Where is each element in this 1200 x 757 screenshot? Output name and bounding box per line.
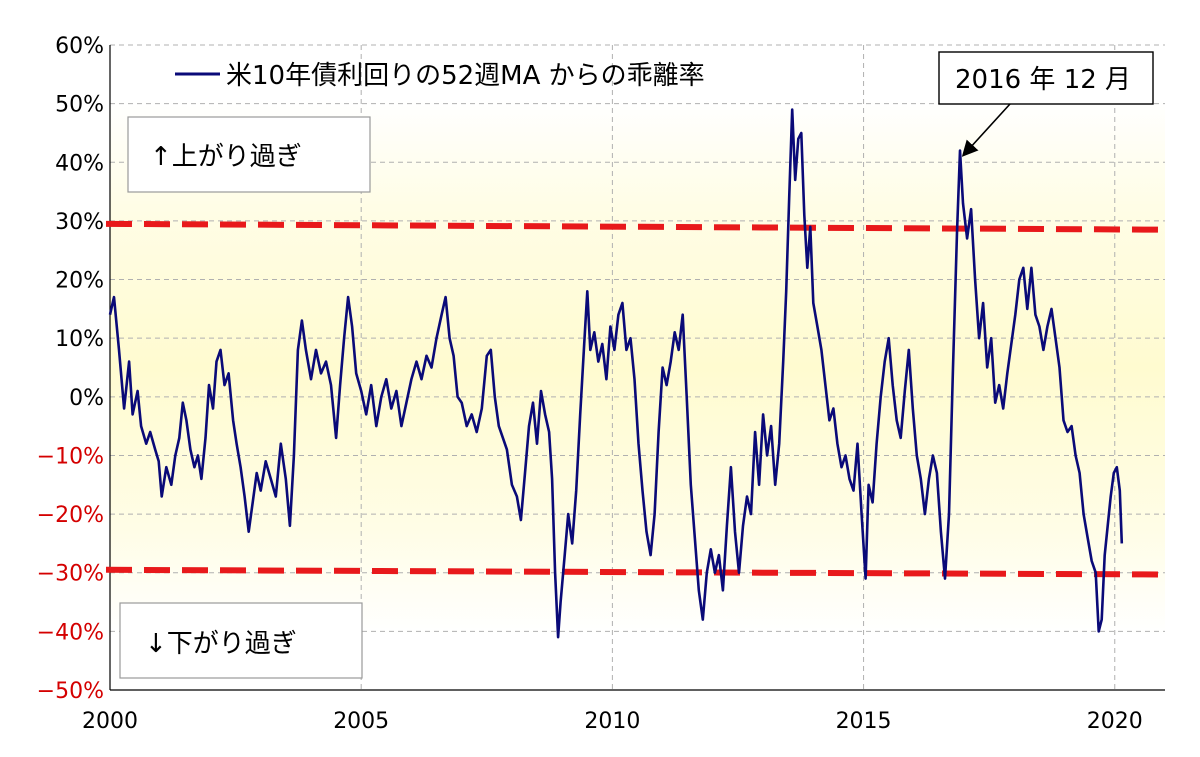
lower-zone-box: ↓下がり過ぎ (119, 602, 363, 679)
callout: 2016 年 12 月 (938, 51, 1154, 157)
x-tick-label: 2010 (584, 709, 640, 734)
y-tick-label: −30% (37, 562, 104, 587)
y-tick-label: −10% (37, 444, 104, 469)
callout-label: 2016 年 12 月 (955, 65, 1131, 95)
y-tick-label: 50% (55, 93, 104, 118)
y-tick-label: 60% (55, 34, 104, 59)
lower-zone-label: ↓下がり過ぎ (145, 629, 297, 659)
x-tick-label: 2000 (82, 709, 138, 734)
legend: 米10年債利回りの52週MA からの乖離率 (175, 61, 705, 91)
callout-box (938, 51, 1154, 105)
x-tick-label: 2020 (1087, 709, 1143, 734)
x-tick-label: 2015 (836, 709, 892, 734)
y-tick-label: −40% (37, 620, 104, 645)
y-tick-label: 20% (55, 269, 104, 294)
y-tick-label: 40% (55, 151, 104, 176)
y-tick-label: −50% (37, 679, 104, 704)
y-tick-label: 30% (55, 210, 104, 235)
series-line (108, 108, 1124, 639)
reference-lines (105, 220, 1169, 578)
y-axis-ticks: 60% 50% 40% 30% 20% 10% 0% −10% −20% −30% −40% −50% (37, 34, 104, 704)
reference-line (105, 566, 1169, 578)
y-tick-label: 10% (55, 327, 104, 352)
reference-line (105, 220, 1169, 233)
y-tick-label: 0% (69, 386, 104, 411)
upper-zone-box: ↑上がり過ぎ (127, 116, 371, 193)
callout-arrow (961, 103, 1011, 157)
legend-label: 米10年債利回りの52週MA からの乖離率 (226, 61, 705, 91)
upper-zone-label: ↑上がり過ぎ (150, 142, 302, 172)
y-tick-label: −20% (37, 503, 104, 528)
x-tick-label: 2005 (333, 709, 389, 734)
x-axis-ticks: 2000 2005 2010 2015 2020 (82, 709, 1143, 734)
